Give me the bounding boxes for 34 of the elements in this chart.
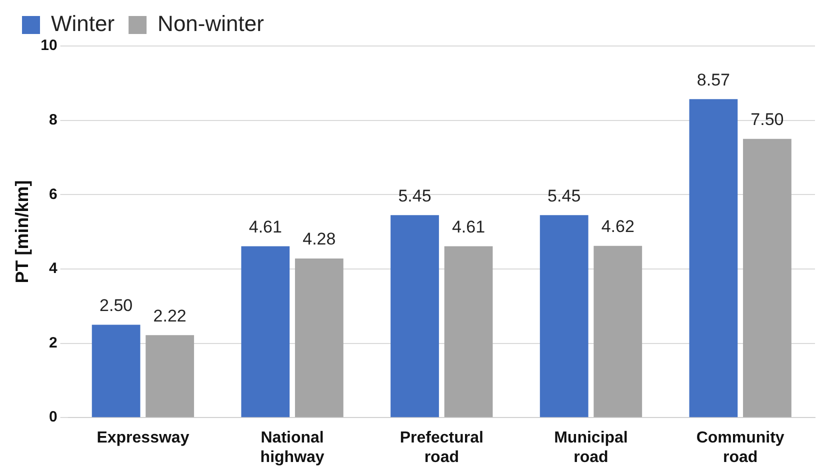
y-tick-label: 6 — [48, 186, 58, 203]
data-label: 8.57 — [696, 70, 730, 90]
bar — [594, 246, 642, 418]
data-label: 5.45 — [398, 186, 432, 206]
bar — [92, 324, 140, 418]
y-axis-title: PT [min/km] — [12, 180, 32, 284]
bar — [390, 215, 439, 418]
data-label: 2.50 — [100, 296, 133, 315]
data-label: 4.61 — [452, 217, 486, 236]
data-label: 4.62 — [601, 217, 634, 236]
bar — [689, 99, 738, 418]
bar — [146, 335, 194, 418]
y-tick-label: 2 — [48, 334, 58, 352]
y-tick-label: 8 — [48, 111, 58, 128]
legend-label: Non-winter — [158, 11, 264, 36]
x-tick-label: Expressway — [96, 430, 190, 447]
bar — [294, 258, 344, 418]
x-tick-label: Community road — [696, 430, 784, 466]
data-label: 2.22 — [153, 306, 186, 326]
y-tick-label: 0 — [48, 408, 58, 426]
x-tick-label: Municipal road — [554, 430, 628, 466]
y-tick-label: 4 — [48, 260, 58, 278]
x-tick-label: Prefectural road — [400, 430, 484, 466]
y-tick-label: 10 — [40, 37, 58, 54]
data-label: 4.28 — [302, 230, 336, 249]
data-label: 7.50 — [750, 110, 784, 130]
data-label: 4.61 — [248, 217, 282, 236]
bar — [743, 138, 792, 418]
bar — [540, 215, 588, 418]
bar — [241, 246, 290, 418]
bar — [444, 246, 493, 418]
legend-label: Winter — [51, 11, 115, 36]
x-tick-label: National highway — [260, 430, 324, 466]
data-label: 5.45 — [548, 186, 581, 206]
